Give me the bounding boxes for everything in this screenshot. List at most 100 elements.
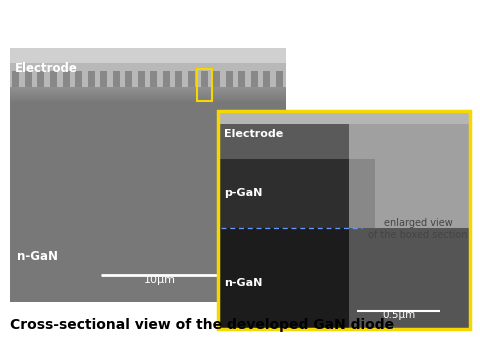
Bar — [218, 119, 470, 120]
Text: 10μm: 10μm — [144, 275, 176, 285]
Bar — [218, 116, 470, 117]
Text: enlarged view
of the boxed section: enlarged view of the boxed section — [369, 218, 468, 240]
Bar — [218, 123, 470, 124]
Bar — [349, 133, 470, 135]
Bar — [218, 111, 470, 329]
Bar — [218, 118, 470, 119]
Bar — [349, 157, 470, 159]
Text: n-GaN: n-GaN — [224, 278, 263, 288]
Bar — [10, 88, 286, 89]
Bar — [349, 152, 470, 154]
Bar — [10, 98, 286, 99]
Bar — [349, 116, 470, 117]
Bar — [349, 135, 470, 136]
Bar — [251, 71, 258, 87]
Bar — [218, 120, 470, 121]
Bar — [276, 71, 283, 87]
Bar — [10, 48, 286, 87]
Text: p-GaN: p-GaN — [224, 188, 263, 198]
Text: n-GaN: n-GaN — [17, 250, 58, 263]
Bar — [349, 145, 470, 146]
Bar — [163, 71, 170, 87]
Bar — [10, 93, 286, 94]
Bar — [349, 114, 470, 116]
Bar — [349, 138, 470, 139]
Bar — [349, 136, 470, 138]
Bar — [88, 71, 95, 87]
Bar — [50, 71, 57, 87]
Bar — [176, 71, 182, 87]
Bar — [218, 113, 470, 114]
Bar — [10, 87, 286, 88]
Bar — [10, 48, 286, 302]
Bar — [349, 143, 470, 145]
Bar — [10, 94, 286, 95]
Bar — [349, 113, 470, 114]
Bar — [188, 71, 195, 87]
Bar — [349, 111, 470, 113]
Bar — [10, 90, 286, 91]
Bar — [218, 111, 470, 112]
Bar — [125, 71, 132, 87]
Bar — [10, 91, 286, 92]
Bar — [218, 115, 470, 116]
Bar — [349, 119, 470, 120]
Bar — [10, 92, 286, 93]
Bar — [218, 111, 470, 329]
Bar — [218, 121, 470, 122]
Bar — [349, 159, 374, 227]
Bar — [10, 48, 286, 63]
Bar — [10, 97, 286, 98]
Bar — [197, 69, 213, 101]
Bar — [349, 227, 470, 329]
Text: Electrode: Electrode — [15, 62, 78, 75]
Bar — [349, 146, 470, 148]
Bar — [349, 132, 470, 133]
Bar — [218, 122, 470, 123]
Bar — [10, 89, 286, 90]
Bar — [10, 100, 286, 101]
Bar — [10, 95, 286, 96]
Bar — [349, 120, 470, 122]
Bar — [25, 71, 32, 87]
Bar — [218, 159, 349, 227]
Bar — [349, 111, 470, 227]
Bar — [349, 129, 470, 130]
Bar — [150, 71, 157, 87]
Bar — [113, 71, 120, 87]
Bar — [218, 117, 470, 118]
Text: 0.5μm: 0.5μm — [382, 310, 415, 320]
Bar — [201, 71, 207, 87]
Bar — [349, 117, 470, 119]
Bar — [349, 149, 470, 151]
Bar — [100, 71, 107, 87]
Bar — [218, 112, 470, 113]
Bar — [349, 130, 470, 132]
Bar — [238, 71, 245, 87]
Bar — [349, 148, 470, 149]
Bar — [37, 71, 45, 87]
Bar — [349, 154, 470, 155]
Bar — [349, 122, 470, 124]
Bar — [349, 139, 470, 141]
Text: Cross-sectional view of the developed GaN diode: Cross-sectional view of the developed Ga… — [10, 318, 394, 332]
Bar — [218, 111, 349, 159]
Bar — [10, 101, 286, 102]
Bar — [226, 71, 233, 87]
Bar — [349, 141, 470, 143]
Bar — [349, 124, 470, 125]
Bar — [218, 111, 470, 124]
Bar — [12, 71, 19, 87]
Bar — [349, 151, 470, 152]
Bar — [10, 96, 286, 97]
Bar — [349, 125, 470, 127]
Bar — [62, 71, 70, 87]
Bar — [213, 71, 220, 87]
Text: Electrode: Electrode — [224, 129, 283, 139]
Bar — [264, 71, 270, 87]
Bar — [138, 71, 145, 87]
Bar — [218, 114, 470, 115]
Bar — [75, 71, 82, 87]
Bar — [218, 227, 349, 329]
Bar — [10, 99, 286, 100]
